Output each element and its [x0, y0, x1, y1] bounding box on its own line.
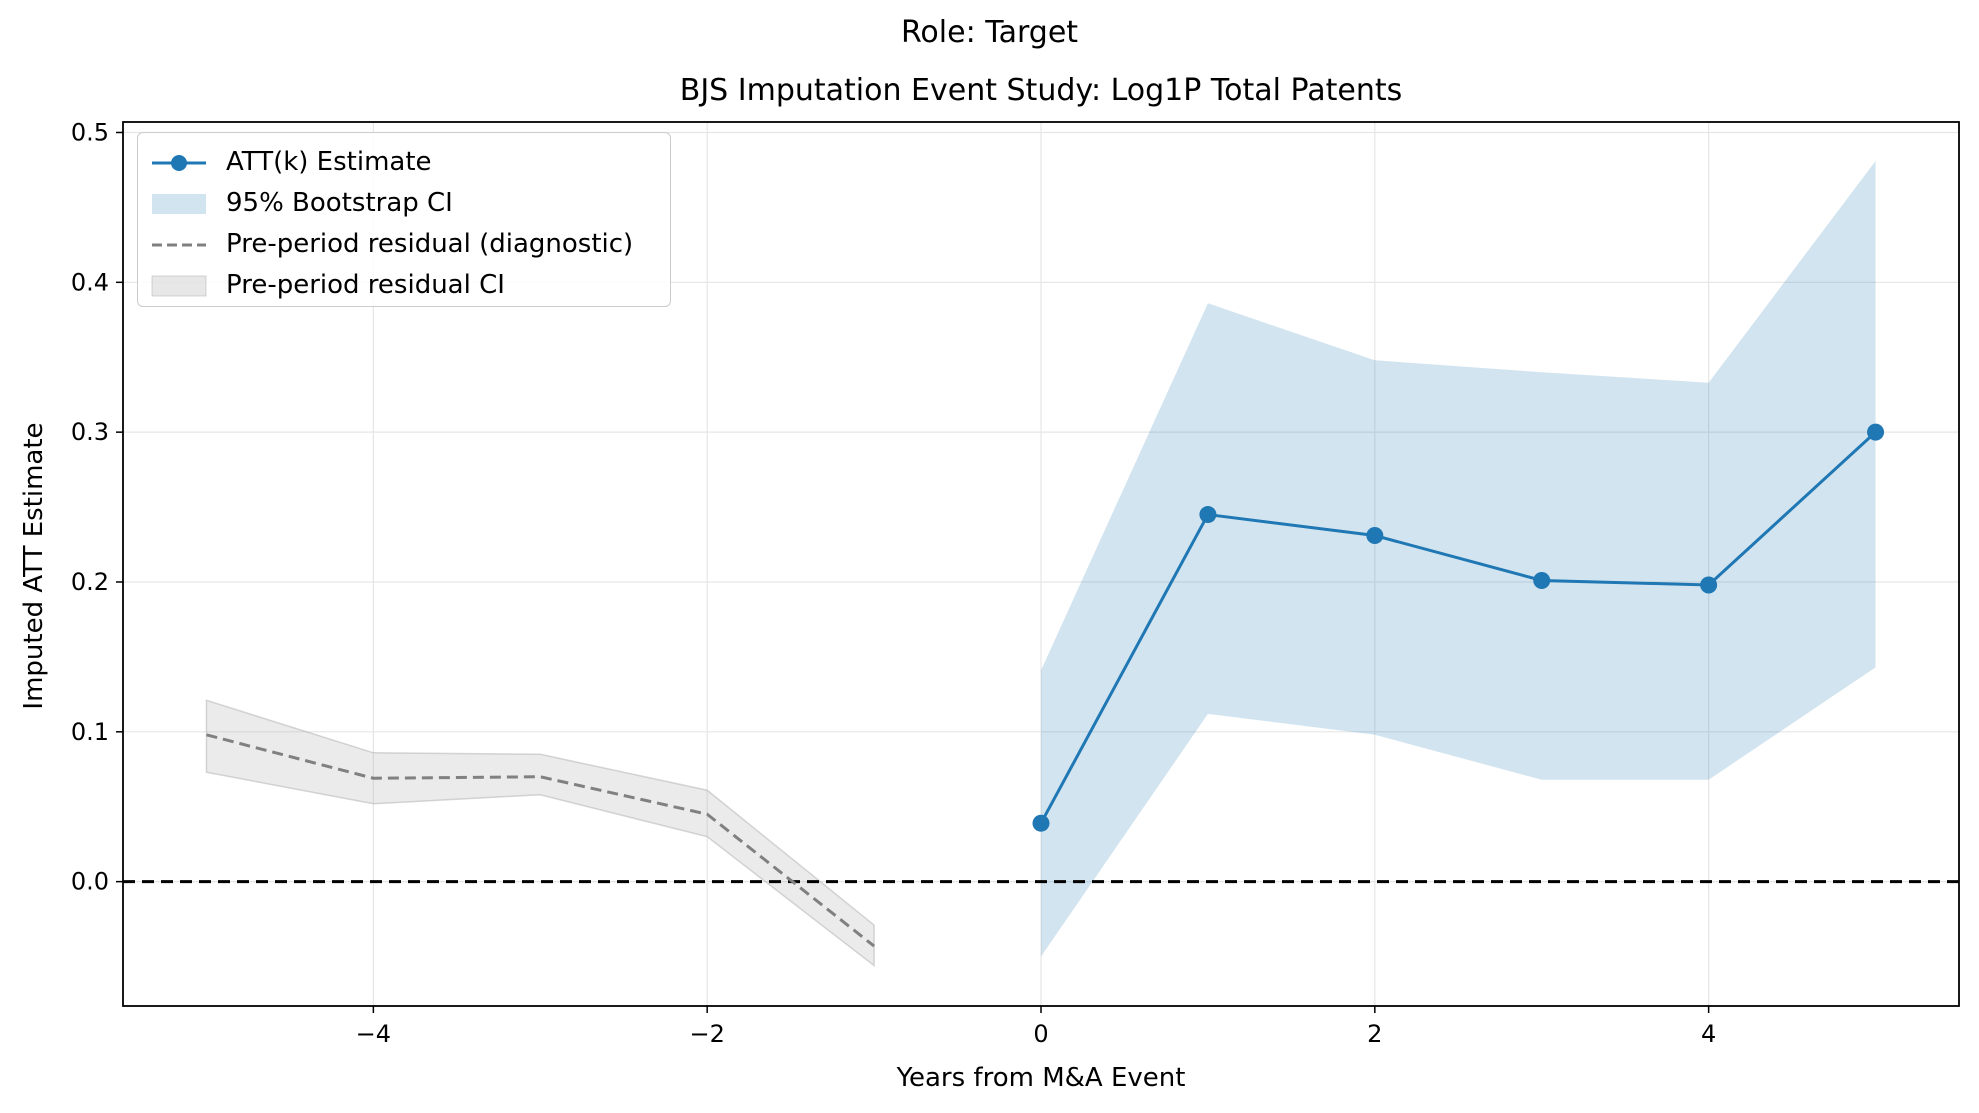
y-tick-label: 0.1: [71, 718, 109, 746]
y-tick-label: 0.0: [71, 868, 109, 896]
y-tick-label: 0.4: [71, 268, 109, 296]
att-estimate-point: [1032, 814, 1050, 832]
legend-dashed-line-icon: [152, 243, 206, 247]
y-tick-label: 0.5: [71, 118, 109, 146]
legend-band-icon: [152, 194, 206, 214]
att-estimate-point: [1366, 527, 1384, 545]
pre-period-residual-line: [206, 733, 876, 948]
legend-item-pre-period-ci: Pre-period residual CI: [138, 266, 670, 306]
line-layer: [123, 423, 1959, 948]
legend-label: 95% Bootstrap CI: [226, 188, 453, 218]
att-estimate-point: [1867, 423, 1885, 441]
legend-label: ATT(k) Estimate: [226, 147, 432, 177]
att-estimate-point: [1199, 506, 1217, 524]
ci-band: [205, 699, 875, 968]
att-estimate-point: [1533, 571, 1551, 589]
y-tick-label: 0.2: [71, 568, 109, 596]
legend: ATT(k) Estimate 95% Bootstrap CI Pre-per…: [137, 132, 671, 307]
chart-title: BJS Imputation Event Study: Log1P Total …: [679, 73, 1403, 108]
legend-line-marker-icon: [152, 155, 206, 171]
x-tick-label: 0: [1033, 1020, 1048, 1048]
x-tick-label: 2: [1367, 1020, 1382, 1048]
y-axis-label: Imputed ATT Estimate: [19, 422, 49, 710]
y-tick-label: 0.3: [71, 418, 109, 446]
att-estimate-point: [1700, 576, 1718, 594]
axis-layer: −4 −2 0 2 4 0.0 0.1 0.2 0.3 0.4 0.5: [71, 118, 1960, 1048]
legend-label: Pre-period residual (diagnostic): [226, 229, 634, 259]
legend-label: Pre-period residual CI: [226, 270, 505, 300]
x-axis-label: Years from M&A Event: [896, 1063, 1186, 1093]
x-tick-label: −2: [689, 1020, 724, 1048]
legend-item-bootstrap-ci: 95% Bootstrap CI: [138, 184, 670, 224]
att-estimate-line: [1039, 431, 1877, 824]
figure-suptitle: Role: Target: [900, 15, 1079, 50]
x-tick-label: 4: [1701, 1020, 1716, 1048]
legend-band-icon: [151, 275, 207, 297]
x-tick-label: −4: [356, 1020, 391, 1048]
legend-item-pre-period-residual: Pre-period residual (diagnostic): [138, 225, 670, 265]
legend-item-att-estimate: ATT(k) Estimate: [138, 143, 670, 183]
